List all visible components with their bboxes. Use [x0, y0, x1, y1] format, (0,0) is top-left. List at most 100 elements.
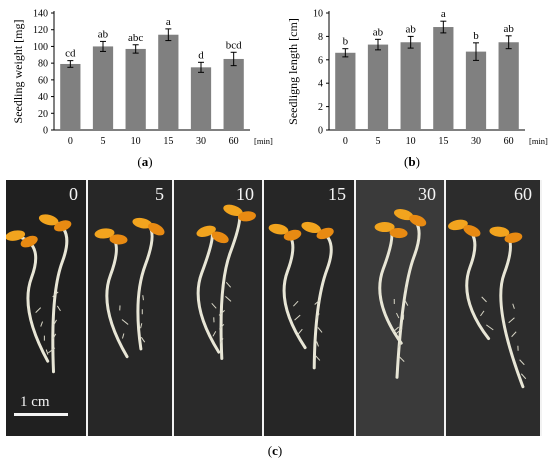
cotyledon: [504, 232, 523, 243]
root-hair: [40, 321, 44, 327]
seedling-photo-panel: 15: [264, 180, 356, 436]
seedling-photo-panel: 30: [356, 180, 446, 436]
root-hair: [121, 319, 129, 325]
seedling-photo: [196, 204, 256, 360]
root-hair: [293, 300, 299, 307]
caption-b: (b): [404, 154, 420, 169]
significance-letter: a: [441, 8, 446, 20]
significance-letter: ab: [405, 23, 416, 35]
root-hair: [395, 328, 403, 334]
cotyledon: [316, 227, 334, 240]
significance-letter: bcd: [226, 39, 242, 51]
y-tick-label: 100: [33, 42, 48, 53]
y-tick-label: 8: [318, 32, 323, 43]
photo-label: 15: [328, 184, 346, 204]
seedling-stem: [312, 227, 333, 370]
y-tick-label: 4: [318, 79, 323, 90]
y-tick-label: 80: [38, 59, 48, 70]
x-tick-label: 0: [68, 136, 73, 147]
seedling-photo: [6, 214, 72, 374]
bar: [400, 42, 421, 130]
cotyledon: [389, 228, 408, 239]
root-hair: [315, 313, 320, 319]
seedling-photo-panel: 5: [88, 180, 174, 436]
caption-a: (a): [137, 154, 153, 169]
root-hair: [519, 359, 525, 366]
root-hair: [397, 342, 402, 348]
y-tick-label: 10: [313, 9, 323, 20]
y-tick-label: 40: [38, 92, 48, 103]
root-hair: [225, 295, 232, 302]
cotyledon: [148, 223, 165, 236]
seedling-stem: [19, 236, 50, 363]
root-hair: [35, 307, 42, 313]
x-tick-label: 60: [504, 136, 514, 147]
y-tick-label: 6: [318, 55, 323, 66]
y-tick-label: 0: [43, 126, 48, 137]
cotyledon: [283, 229, 302, 241]
x-tick-label: 15: [163, 136, 173, 147]
root-hair: [219, 324, 225, 330]
y-tick-label: 2: [318, 102, 323, 113]
root-hair: [211, 302, 217, 309]
significance-letter: a: [166, 16, 171, 28]
cotyledon: [448, 219, 468, 231]
cotyledon: [374, 222, 395, 233]
root-hair: [218, 309, 225, 316]
bar: [190, 67, 212, 130]
seedling-photo-panel: 10: [174, 180, 264, 436]
y-tick-label: 120: [33, 25, 48, 36]
caption-c: (c): [267, 443, 283, 458]
root-hair: [56, 305, 61, 312]
root-hair: [520, 373, 527, 380]
cotyledon: [301, 221, 321, 234]
y-axis-label: Seedligng length [cm]: [286, 18, 300, 125]
bar: [433, 27, 454, 130]
significance-letter: d: [198, 49, 204, 61]
root-hair: [314, 355, 321, 361]
bar: [60, 63, 81, 130]
root-hair: [511, 331, 517, 338]
seedling-photo-panel: 60: [446, 180, 542, 436]
y-tick-label: 140: [33, 9, 48, 20]
photo-label: 5: [155, 184, 164, 204]
root-hair: [396, 312, 400, 319]
scale-bar: 1 cm: [14, 394, 74, 416]
photo-label: 30: [418, 184, 436, 204]
x-tick-label: 5: [101, 136, 106, 147]
seedling-stem: [499, 232, 525, 389]
seedling-stem: [395, 215, 421, 379]
root-hair: [404, 286, 408, 292]
significance-letter: ab: [503, 23, 514, 35]
seedling-photo: [448, 219, 527, 389]
significance-letter: b: [473, 30, 479, 42]
cotyledon: [53, 220, 72, 232]
bar: [125, 48, 146, 130]
cotyledon: [409, 214, 427, 227]
x-tick-label: 30: [471, 136, 481, 147]
seedling-stem: [219, 210, 242, 360]
cotyledon: [94, 228, 115, 239]
seedling-photo: [268, 221, 334, 370]
seedling-photo: [94, 217, 165, 359]
root-hair: [225, 282, 232, 288]
root-hair: [398, 356, 405, 362]
root-hair: [140, 336, 146, 343]
x-tick-label: 15: [438, 136, 448, 147]
seedling-stem: [196, 231, 221, 354]
cotyledon: [38, 214, 59, 226]
cotyledon: [489, 226, 510, 237]
seedling-photo-strip: 0 5 10 15 30 60 1 cm: [6, 180, 542, 436]
significance-letter: ab: [373, 26, 384, 38]
cotyledon: [196, 225, 216, 237]
root-hair: [53, 319, 57, 326]
photo-label: 10: [236, 184, 254, 204]
photo-label: 0: [69, 184, 78, 204]
seedling-length-chart: 0 2 4 6 8 10 Seedligng length [cm] b 0 ab 5 ab 10 a 15…: [286, 8, 548, 147]
root-hair: [512, 303, 515, 309]
root-hair: [317, 327, 323, 333]
bar: [92, 46, 114, 130]
root-hair: [486, 324, 494, 331]
significance-letter: abc: [128, 32, 143, 44]
